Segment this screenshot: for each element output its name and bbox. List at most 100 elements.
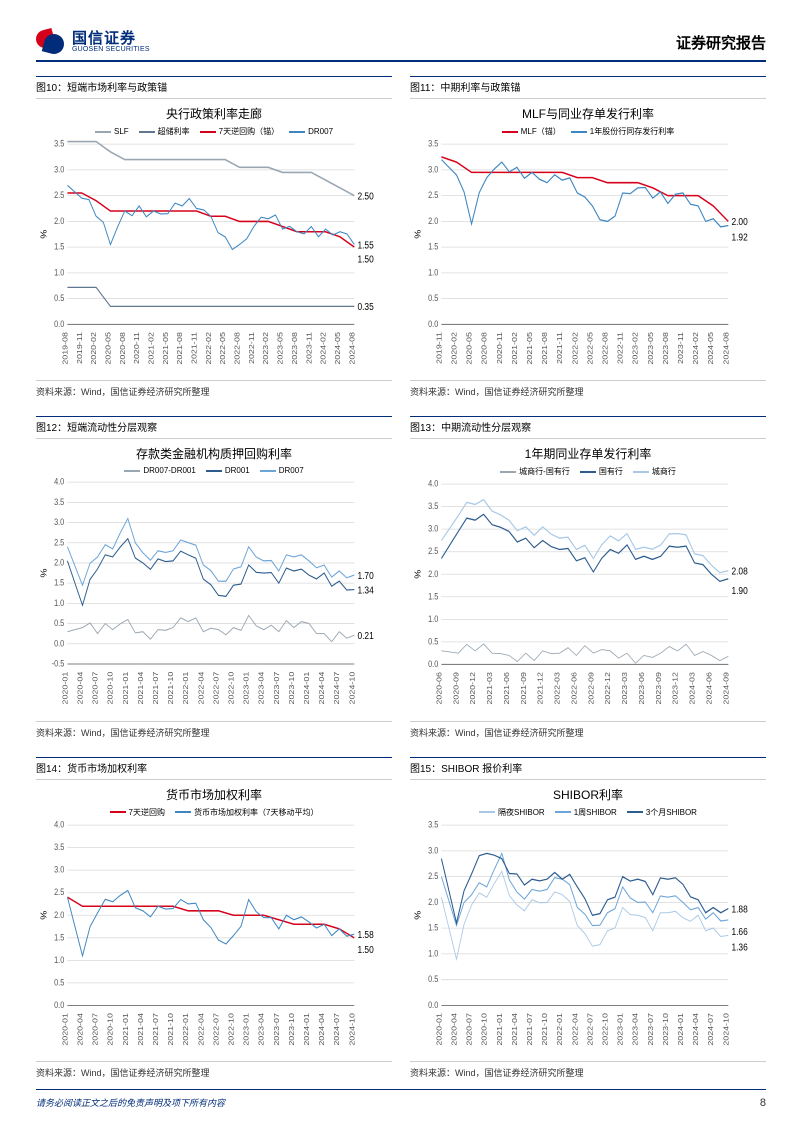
- svg-text:2022-01: 2022-01: [556, 1012, 564, 1045]
- svg-text:2024-06: 2024-06: [705, 672, 713, 705]
- svg-text:2023-04: 2023-04: [257, 1012, 265, 1045]
- svg-text:2.5: 2.5: [428, 191, 439, 201]
- chart-caption: 图10：短端市场利率与政策锚: [36, 76, 392, 99]
- svg-text:2020-12: 2020-12: [469, 672, 477, 705]
- svg-text:2021-05: 2021-05: [162, 332, 170, 365]
- svg-text:2022-04: 2022-04: [571, 1012, 579, 1045]
- legend-label: 国有行: [599, 466, 623, 477]
- svg-text:2023-10: 2023-10: [288, 1012, 296, 1045]
- svg-text:2023-08: 2023-08: [662, 332, 670, 365]
- svg-text:%: %: [413, 910, 422, 919]
- svg-text:2.0: 2.0: [54, 558, 65, 568]
- svg-text:%: %: [39, 569, 48, 578]
- legend-label: 7天逆回购（锚）: [219, 126, 279, 137]
- svg-text:2023-01: 2023-01: [616, 1012, 624, 1045]
- svg-text:1.0: 1.0: [54, 955, 65, 965]
- svg-text:2020-09: 2020-09: [452, 672, 460, 705]
- svg-text:2.0: 2.0: [428, 216, 439, 226]
- legend-label: 1年股份行同存发行利率: [590, 126, 674, 137]
- svg-text:2020-08: 2020-08: [118, 332, 126, 365]
- svg-text:2.5: 2.5: [428, 871, 439, 881]
- svg-text:2021-10: 2021-10: [541, 1012, 549, 1045]
- page-number: 8: [760, 1097, 766, 1109]
- svg-text:1.5: 1.5: [428, 923, 439, 933]
- svg-text:2023-09: 2023-09: [655, 672, 663, 705]
- report-title: 证券研究报告: [676, 32, 766, 53]
- svg-text:2024-10: 2024-10: [722, 1012, 730, 1045]
- svg-text:2020-04: 2020-04: [76, 1012, 84, 1045]
- svg-text:3.5: 3.5: [428, 502, 439, 512]
- svg-text:1.5: 1.5: [54, 242, 65, 252]
- svg-text:1.5: 1.5: [54, 578, 65, 588]
- svg-text:2022-03: 2022-03: [553, 672, 561, 705]
- svg-text:2.0: 2.0: [54, 216, 65, 226]
- legend-item: 超储利率: [139, 126, 190, 137]
- legend-label: 1周SHIBOR: [574, 807, 617, 818]
- chart-legend: 7天逆回购货币市场加权利率（7天移动平均）: [36, 807, 392, 818]
- svg-text:0.0: 0.0: [428, 1000, 439, 1010]
- svg-text:2024-02: 2024-02: [319, 332, 327, 365]
- svg-text:2021-05: 2021-05: [526, 332, 534, 365]
- legend-label: DR007: [308, 127, 333, 136]
- chart-title: 央行政策利率走廊: [36, 105, 392, 122]
- svg-text:2022-04: 2022-04: [197, 1012, 205, 1045]
- svg-text:2020-10: 2020-10: [106, 1012, 114, 1045]
- svg-text:2022-05: 2022-05: [219, 332, 227, 365]
- page-footer: 请务必阅读正文之后的免责声明及项下所有内容 8: [36, 1089, 766, 1109]
- svg-text:2023-10: 2023-10: [288, 672, 296, 705]
- brand-name-cn: 国信证券: [72, 31, 150, 46]
- svg-text:3.0: 3.0: [54, 518, 65, 528]
- svg-text:2024-08: 2024-08: [348, 332, 356, 365]
- svg-text:2.0: 2.0: [54, 910, 65, 920]
- legend-swatch: [502, 131, 518, 133]
- legend-item: DR007: [289, 126, 333, 137]
- legend-swatch: [200, 131, 216, 133]
- svg-text:2024-08: 2024-08: [722, 332, 730, 365]
- legend-swatch: [500, 471, 516, 473]
- legend-item: 城商行-国有行: [500, 466, 570, 477]
- svg-text:2023-03: 2023-03: [621, 672, 629, 705]
- chart-title: 存款类金融机构质押回购利率: [36, 445, 392, 462]
- svg-text:2020-04: 2020-04: [76, 672, 84, 705]
- legend-label: 隔夜SHIBOR: [498, 807, 545, 818]
- chart-plot: 0.00.51.01.52.02.53.03.54.0%2020-012020-…: [36, 820, 392, 1061]
- footer-disclaimer: 请务必阅读正文之后的免责声明及项下所有内容: [36, 1096, 225, 1109]
- svg-text:1.5: 1.5: [428, 592, 439, 602]
- svg-text:0.5: 0.5: [54, 977, 65, 987]
- svg-text:-0.5: -0.5: [52, 659, 65, 669]
- legend-item: 7天逆回购（锚）: [200, 126, 279, 137]
- legend-item: 7天逆回购: [110, 807, 165, 818]
- legend-item: DR001: [206, 466, 250, 475]
- svg-text:2022-08: 2022-08: [233, 332, 241, 365]
- svg-text:2.50: 2.50: [357, 191, 373, 202]
- svg-text:2022-01: 2022-01: [182, 672, 190, 705]
- svg-text:0.5: 0.5: [428, 294, 439, 304]
- svg-text:2021-07: 2021-07: [152, 672, 160, 705]
- svg-text:2023-05: 2023-05: [276, 332, 284, 365]
- svg-text:2.0: 2.0: [428, 897, 439, 907]
- svg-text:1.0: 1.0: [54, 599, 65, 609]
- svg-text:2.08: 2.08: [731, 566, 747, 577]
- svg-text:1.88: 1.88: [731, 903, 747, 914]
- svg-text:2022-07: 2022-07: [212, 1012, 220, 1045]
- svg-text:2022-07: 2022-07: [212, 672, 220, 705]
- svg-text:2024-05: 2024-05: [707, 332, 715, 365]
- chart-legend: 城商行-国有行国有行城商行: [410, 466, 766, 477]
- svg-text:0.0: 0.0: [428, 660, 439, 670]
- svg-text:2020-07: 2020-07: [91, 672, 99, 705]
- svg-text:2020-11: 2020-11: [133, 332, 141, 364]
- chart-legend: DR007-DR001DR001DR007: [36, 466, 392, 475]
- svg-text:3.5: 3.5: [428, 139, 439, 149]
- legend-swatch: [124, 470, 140, 472]
- legend-swatch: [627, 811, 643, 813]
- svg-text:2024-07: 2024-07: [333, 672, 341, 705]
- svg-text:2022-12: 2022-12: [604, 672, 612, 705]
- svg-text:2021-01: 2021-01: [496, 1012, 504, 1045]
- chart-panel: 图13：中期流动性分层观察1年期同业存单发行利率城商行-国有行国有行城商行0.0…: [410, 416, 766, 738]
- svg-text:2024-01: 2024-01: [303, 672, 311, 705]
- svg-text:2024-01: 2024-01: [677, 1012, 685, 1045]
- svg-text:2024-01: 2024-01: [303, 1012, 311, 1045]
- chart-source: 资料来源：Wind，国信证券经济研究所整理: [36, 380, 392, 398]
- svg-text:2024-05: 2024-05: [334, 332, 342, 365]
- svg-text:1.92: 1.92: [731, 232, 747, 243]
